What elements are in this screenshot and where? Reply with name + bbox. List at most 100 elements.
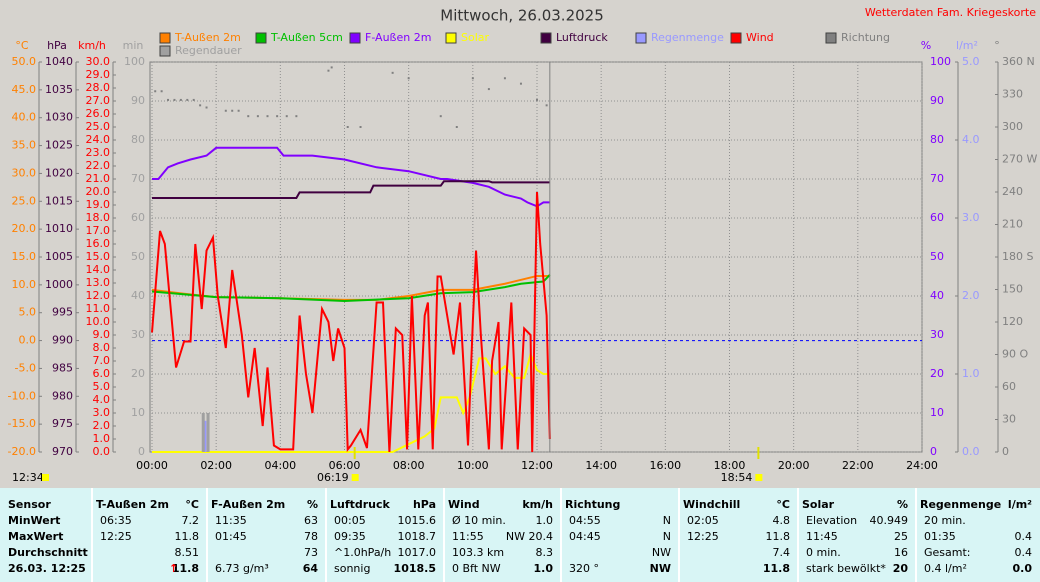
y-tick-label: 5.0 — [19, 306, 37, 319]
y-tick-label: 20.0 — [86, 185, 111, 198]
summary-cell: NW 20.4 — [506, 530, 553, 543]
y-tick-label: 30.0 — [12, 166, 37, 179]
x-tick-label: 08:00 — [393, 459, 425, 472]
x-tick-label: 12:00 — [521, 459, 553, 472]
axis-title: ° — [994, 39, 1000, 52]
section-title: Wind — [448, 498, 480, 511]
series-line — [151, 191, 551, 453]
summary-cell: 6.73 g/m³ — [215, 562, 269, 575]
section-title: Luftdruck — [330, 498, 391, 511]
y-tick-label: 70 — [131, 172, 145, 185]
y-tick-label: 15.0 — [12, 250, 37, 263]
direction-dot — [237, 109, 240, 112]
summary-cell: 0.4 — [1015, 546, 1033, 559]
y-tick-label: 9.0 — [93, 328, 111, 341]
direction-dot — [471, 77, 474, 80]
direction-dot — [346, 126, 349, 128]
axis-title: °C — [15, 39, 29, 52]
y-tick-label: 60 — [1002, 380, 1016, 393]
y-tick-label: 45.0 — [12, 83, 37, 96]
direction-dot — [330, 66, 333, 69]
summary-cell: 12:25 — [687, 530, 719, 543]
section-unit: l/m² — [1008, 498, 1032, 511]
series-line — [151, 274, 551, 303]
direction-dot — [266, 115, 269, 118]
section-unit: °C — [776, 498, 790, 511]
section-unit: % — [897, 498, 908, 511]
y-tick-label: 35.0 — [12, 139, 37, 152]
sun-label: 06:19 — [317, 471, 349, 484]
trend-arrow: ↑ — [169, 562, 178, 575]
y-tick-label: 150 — [1002, 283, 1023, 296]
direction-dot — [247, 115, 250, 118]
y-tick-label: 30 — [1002, 413, 1016, 426]
legend-swatch — [730, 32, 742, 44]
sensor-label: 26.03. 12:25 — [8, 562, 86, 575]
summary-cell: 0.4 l/m² — [924, 562, 967, 575]
y-tick-label: 1000 — [45, 278, 73, 291]
section-title: Regenmenge — [920, 498, 1001, 511]
sensor-label: Sensor — [8, 498, 51, 511]
legend-swatch — [159, 32, 171, 44]
summary-cell: 103.3 km — [452, 546, 504, 559]
y-tick-label: 50 — [131, 250, 145, 263]
x-tick-label: 24:00 — [906, 459, 938, 472]
axis-title: % — [921, 39, 931, 52]
y-tick-label: 60 — [930, 211, 944, 224]
y-tick-label: 1025 — [45, 139, 73, 152]
x-tick-label: 20:00 — [778, 459, 810, 472]
y-tick-label: 4.0 — [93, 393, 111, 406]
y-tick-label: 50 — [930, 250, 944, 263]
y-tick-label: 4.0 — [962, 133, 980, 146]
summary-cell: 63 — [304, 514, 318, 527]
y-tick-label: 0 — [1002, 445, 1009, 458]
x-tick-label: 00:00 — [136, 459, 168, 472]
legend-swatch — [635, 32, 647, 44]
y-tick-label: 11.0 — [86, 302, 111, 315]
now-label: 12:34 — [12, 471, 44, 484]
y-tick-label: 120 — [1002, 315, 1023, 328]
y-tick-label: 30.0 — [86, 55, 111, 68]
direction-dot — [192, 98, 195, 101]
summary-cell: 78 — [304, 530, 318, 543]
x-tick-label: 16:00 — [649, 459, 681, 472]
y-tick-label: 24.0 — [86, 133, 111, 146]
y-tick-label: 1030 — [45, 111, 73, 124]
summary-cell: 0 Bft NW — [452, 562, 501, 575]
sun-icon — [351, 474, 359, 481]
y-tick-label: 5.0 — [93, 380, 111, 393]
y-tick-label: 18.0 — [86, 211, 111, 224]
summary-cell: 20 — [893, 562, 909, 575]
summary-cell: 11.8 — [172, 562, 199, 575]
summary-cell: 1017.0 — [398, 546, 437, 559]
direction-dot — [154, 90, 157, 93]
y-tick-label: 985 — [52, 361, 73, 374]
sensor-label: Durchschnitt — [8, 546, 88, 559]
summary-cell: 8.3 — [536, 546, 554, 559]
sensor-label: MaxWert — [8, 530, 63, 543]
direction-dot — [359, 126, 362, 128]
summary-cell: 0 min. — [806, 546, 841, 559]
direction-dot — [231, 109, 234, 112]
y-tick-label: 22.0 — [86, 159, 111, 172]
summary-cell: 8.51 — [175, 546, 200, 559]
section-title: Windchill — [683, 498, 740, 511]
y-tick-label: 16.0 — [86, 237, 111, 250]
summary-cell: NW — [652, 546, 671, 559]
section-title: F-Außen 2m — [211, 498, 285, 511]
summary-cell: 00:05 — [334, 514, 366, 527]
direction-dot — [545, 104, 548, 107]
sun-label: 18:54 — [721, 471, 753, 484]
y-tick-label: 10.0 — [86, 315, 111, 328]
summary-cell: N — [663, 514, 671, 527]
y-tick-label: 0.0 — [962, 445, 980, 458]
y-tick-label: 2.0 — [93, 419, 111, 432]
y-tick-label: 1.0 — [962, 367, 980, 380]
y-tick-label: 0.0 — [93, 445, 111, 458]
series-line — [152, 180, 550, 199]
summary-cell: ^1.0hPa/h — [334, 546, 391, 559]
y-tick-label: 1010 — [45, 222, 73, 235]
summary-cell: 0.4 — [1015, 530, 1033, 543]
summary-cell: 64 — [303, 562, 319, 575]
